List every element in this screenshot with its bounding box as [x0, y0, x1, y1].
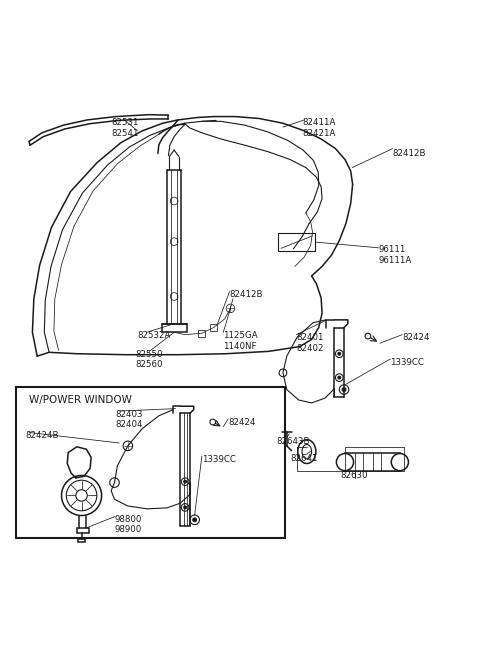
Ellipse shape — [302, 445, 312, 458]
Text: 96111
96111A: 96111 96111A — [378, 246, 412, 265]
Bar — [278, 233, 315, 251]
Circle shape — [339, 384, 349, 394]
Circle shape — [184, 480, 187, 483]
Bar — [210, 324, 217, 331]
Text: 1339CC: 1339CC — [202, 455, 236, 464]
Circle shape — [210, 419, 216, 425]
Circle shape — [181, 478, 189, 485]
Circle shape — [338, 352, 341, 355]
Circle shape — [76, 490, 87, 501]
Text: 82641: 82641 — [291, 454, 318, 463]
Circle shape — [170, 197, 178, 205]
Circle shape — [336, 453, 354, 471]
Text: 1339CC: 1339CC — [390, 358, 424, 367]
Text: W/POWER WINDOW: W/POWER WINDOW — [29, 395, 132, 405]
Circle shape — [365, 333, 371, 339]
Bar — [199, 330, 205, 337]
Text: 82411A
82421A: 82411A 82421A — [302, 119, 336, 138]
Circle shape — [110, 478, 119, 487]
Circle shape — [170, 293, 178, 300]
Circle shape — [193, 518, 197, 522]
Circle shape — [342, 388, 346, 392]
Circle shape — [336, 350, 343, 358]
Text: 82412B: 82412B — [393, 149, 426, 158]
Bar — [162, 324, 187, 332]
Text: 82424: 82424 — [228, 418, 255, 427]
Circle shape — [170, 238, 178, 246]
Text: 82401
82402: 82401 82402 — [296, 333, 324, 352]
Text: 98800
98900: 98800 98900 — [115, 515, 143, 534]
Circle shape — [61, 476, 102, 515]
Text: 82550
82560: 82550 82560 — [135, 350, 163, 369]
Circle shape — [181, 504, 189, 512]
Text: 82424: 82424 — [402, 333, 430, 342]
Circle shape — [123, 441, 132, 451]
Text: 82403
82404: 82403 82404 — [115, 409, 143, 429]
Text: 82532A: 82532A — [137, 331, 171, 341]
Circle shape — [338, 376, 341, 379]
Text: 82630: 82630 — [341, 471, 368, 479]
Circle shape — [66, 480, 97, 511]
Text: 82531
82541: 82531 82541 — [112, 119, 139, 138]
Bar — [345, 453, 400, 471]
Circle shape — [226, 304, 235, 312]
Bar — [77, 528, 89, 533]
Circle shape — [190, 515, 199, 525]
Bar — [78, 539, 85, 542]
Circle shape — [184, 506, 187, 509]
Text: 82412B: 82412B — [229, 290, 263, 299]
Circle shape — [336, 374, 343, 381]
Text: 82643B: 82643B — [277, 438, 310, 446]
Circle shape — [279, 369, 287, 377]
Bar — [16, 386, 285, 538]
Text: 82424B: 82424B — [25, 431, 59, 440]
Circle shape — [391, 453, 408, 471]
Text: 1125GA
1140NF: 1125GA 1140NF — [223, 331, 258, 350]
Ellipse shape — [298, 440, 316, 464]
